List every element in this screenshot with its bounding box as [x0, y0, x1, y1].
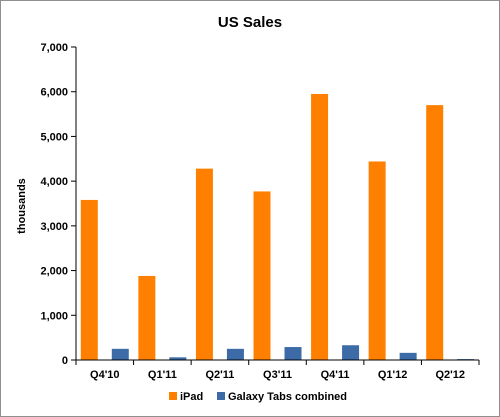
- chart-title: US Sales: [218, 14, 282, 31]
- galaxy-tabs-bar: [111, 348, 129, 360]
- y-tick-label: 7,000: [40, 42, 68, 54]
- y-tick-label: 0: [62, 355, 68, 367]
- legend: iPad Galaxy Tabs combined: [169, 391, 347, 403]
- x-tick-label: Q4'11: [321, 369, 350, 381]
- ipad-bar: [195, 168, 213, 360]
- galaxy-tabs-bar: [226, 348, 244, 360]
- y-tick-label: 2,000: [40, 266, 68, 278]
- ipad-bar: [138, 275, 156, 360]
- galaxy-tabs-bar: [284, 347, 302, 360]
- x-tick-label: Q4'10: [90, 369, 120, 381]
- y-tick-label: 1,000: [40, 310, 68, 322]
- y-tick-label: 3,000: [40, 221, 68, 233]
- legend-swatch-galaxy-tabs: [217, 392, 225, 400]
- y-tick-label: 6,000: [40, 87, 68, 99]
- ipad-bar: [426, 105, 444, 360]
- x-axis: Q4'10 Q1'11 Q2'11 Q3'11 Q4'11 Q1'12 Q2'12: [75, 359, 480, 381]
- y-tick-label: 5,000: [40, 131, 68, 143]
- ipad-bar: [368, 161, 386, 360]
- y-axis-title: thousands: [16, 178, 28, 234]
- ipad-bar: [253, 191, 271, 360]
- x-tick-label: Q3'11: [263, 369, 292, 381]
- galaxy-tabs-bar: [342, 345, 360, 360]
- ipad-bar: [311, 93, 329, 360]
- x-tick-label: Q2'12: [435, 369, 465, 381]
- bars: [80, 93, 475, 360]
- x-tick-label: Q1'11: [148, 369, 177, 381]
- y-axis: 0 1,000 2,000 3,000 4,000 5,000 6,000 7,000: [40, 42, 77, 367]
- galaxy-tabs-bar: [169, 357, 187, 360]
- x-tick-label: Q2'11: [205, 369, 234, 381]
- galaxy-tabs-bar: [399, 352, 417, 360]
- x-tick-label: Q1'12: [378, 369, 408, 381]
- legend-label-galaxy-tabs: Galaxy Tabs combined: [228, 391, 347, 403]
- y-tick-label: 4,000: [40, 176, 68, 188]
- legend-label-ipad: iPad: [180, 391, 203, 403]
- ipad-bar: [80, 199, 98, 360]
- legend-swatch-ipad: [169, 392, 177, 400]
